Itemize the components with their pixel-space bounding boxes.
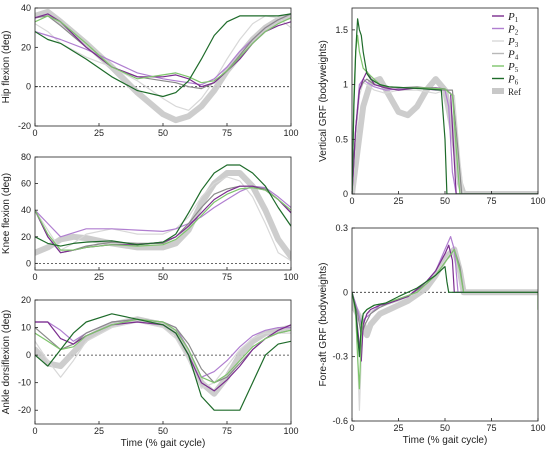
series-line-p5	[35, 15, 291, 84]
x-tick-label: 25	[94, 128, 104, 138]
legend-entry: P5	[507, 61, 519, 74]
series-line-p4	[352, 70, 538, 194]
series-group	[352, 236, 538, 411]
legend-entry: P6	[507, 74, 519, 87]
y-tick-label: 60	[21, 179, 31, 189]
y-axis-label: Fore-aft GRF (bodyweights)	[318, 263, 329, 387]
x-tick-label: 0	[349, 423, 354, 433]
axes-frame	[34, 299, 292, 425]
series-line-p5	[35, 318, 291, 384]
y-axis-label: Ankle dorsiflexion (deg)	[1, 310, 12, 415]
x-tick-label: 0	[32, 128, 37, 138]
y-tick-label: 0.3	[335, 223, 348, 233]
y-tick-label: 0	[26, 258, 31, 268]
series-line-p6	[35, 313, 291, 411]
x-tick-label: 50	[158, 128, 168, 138]
series-line-p2	[35, 318, 291, 378]
x-tick-label: 50	[158, 272, 168, 282]
y-axis-label: Hip flexion (deg)	[1, 31, 12, 104]
series-group	[35, 164, 291, 262]
y-tick-label: -20	[18, 121, 31, 131]
x-tick-label: 25	[94, 426, 104, 436]
y-axis-label: Vertical GRF (bodyweights)	[318, 40, 329, 162]
x-axis-label: Time (% gait cycle)	[121, 438, 206, 449]
legend-entry: P1	[507, 11, 519, 24]
series-line-ref	[35, 8, 291, 124]
x-tick-label: 25	[393, 196, 403, 206]
x-tick-label: 0	[32, 272, 37, 282]
series-line-p5	[35, 187, 291, 251]
x-tick-label: 75	[222, 128, 232, 138]
series-line-p6	[352, 266, 538, 358]
y-tick-label: 80	[21, 152, 31, 162]
series-line-p2	[352, 78, 538, 194]
x-tick-label: 25	[94, 272, 104, 282]
x-tick-label: 50	[440, 423, 450, 433]
series-line-ref	[35, 170, 291, 260]
y-tick-label: 0	[26, 350, 31, 360]
x-tick-label: 25	[393, 423, 403, 433]
axes-frame	[34, 156, 292, 271]
panel-fagrf: 0 25 50 75 100 -0.6 -0.3 0 0.3 Fore-aft GRF (body…	[318, 223, 546, 446]
x-tick-label: 100	[530, 196, 545, 206]
series-group	[352, 18, 538, 194]
x-tick-label: 100	[283, 272, 298, 282]
y-axis-label: Knee flexion (deg)	[1, 173, 12, 254]
y-tick-label: 10	[21, 323, 31, 333]
y-tick-label: 20	[21, 295, 31, 305]
x-tick-label: 75	[486, 423, 496, 433]
panel-vgrf: 0 25 50 75 100 0 0.5 1 1.5 Vertical GRF (bodyweig…	[318, 7, 546, 206]
y-tick-label: 40	[21, 3, 31, 13]
y-tick-label: 40	[21, 205, 31, 215]
y-tick-label: -0.3	[332, 352, 348, 362]
y-tick-label: 0	[26, 82, 31, 92]
y-tick-label: 1.5	[335, 25, 348, 35]
x-axis-label: Time (% gait cycle)	[403, 435, 488, 446]
series-line-p1	[352, 248, 538, 411]
series-line-p1	[35, 321, 291, 389]
x-tick-label: 50	[440, 196, 450, 206]
panel-knee: 0 25 50 75 100 0 20 40 60 80 Knee flexion (deg)	[1, 152, 299, 282]
legend-entry: P4	[507, 49, 519, 62]
y-tick-label: 0	[343, 287, 348, 297]
series-line-p6	[35, 13, 291, 98]
x-tick-label: 75	[486, 196, 496, 206]
x-tick-label: 100	[530, 423, 545, 433]
x-tick-label: 75	[222, 426, 232, 436]
y-tick-label: 20	[21, 42, 31, 52]
series-line-p6	[35, 164, 291, 247]
y-tick-label: -0.6	[332, 416, 348, 426]
legend-entry: P3	[507, 36, 519, 49]
y-tick-label: -10	[18, 378, 31, 388]
series-line-p1	[35, 15, 291, 111]
y-tick-label: 0	[343, 189, 348, 199]
x-tick-label: 0	[32, 426, 37, 436]
axes-frame	[34, 7, 292, 127]
series-line-p2	[35, 185, 291, 238]
x-tick-label: 75	[222, 272, 232, 282]
legend-entry: P2	[507, 24, 519, 37]
series-line-p3	[35, 13, 291, 90]
x-tick-label: 100	[283, 426, 298, 436]
x-tick-label: 50	[158, 426, 168, 436]
series-line-p6	[352, 18, 538, 194]
y-tick-label: 1	[343, 80, 348, 90]
series-group	[35, 8, 291, 124]
y-tick-label: 0.5	[335, 134, 348, 144]
legend-entry: Ref	[508, 87, 521, 97]
panel-ankle: 0 25 50 75 100 -20 -10 0 10 20 Ankle dorsiflexion …	[1, 295, 299, 449]
y-tick-label: -20	[18, 405, 31, 415]
x-tick-label: 0	[349, 196, 354, 206]
x-tick-label: 100	[283, 128, 298, 138]
series-group	[35, 313, 291, 411]
y-tick-label: 20	[21, 232, 31, 242]
series-line-p5	[352, 248, 538, 390]
